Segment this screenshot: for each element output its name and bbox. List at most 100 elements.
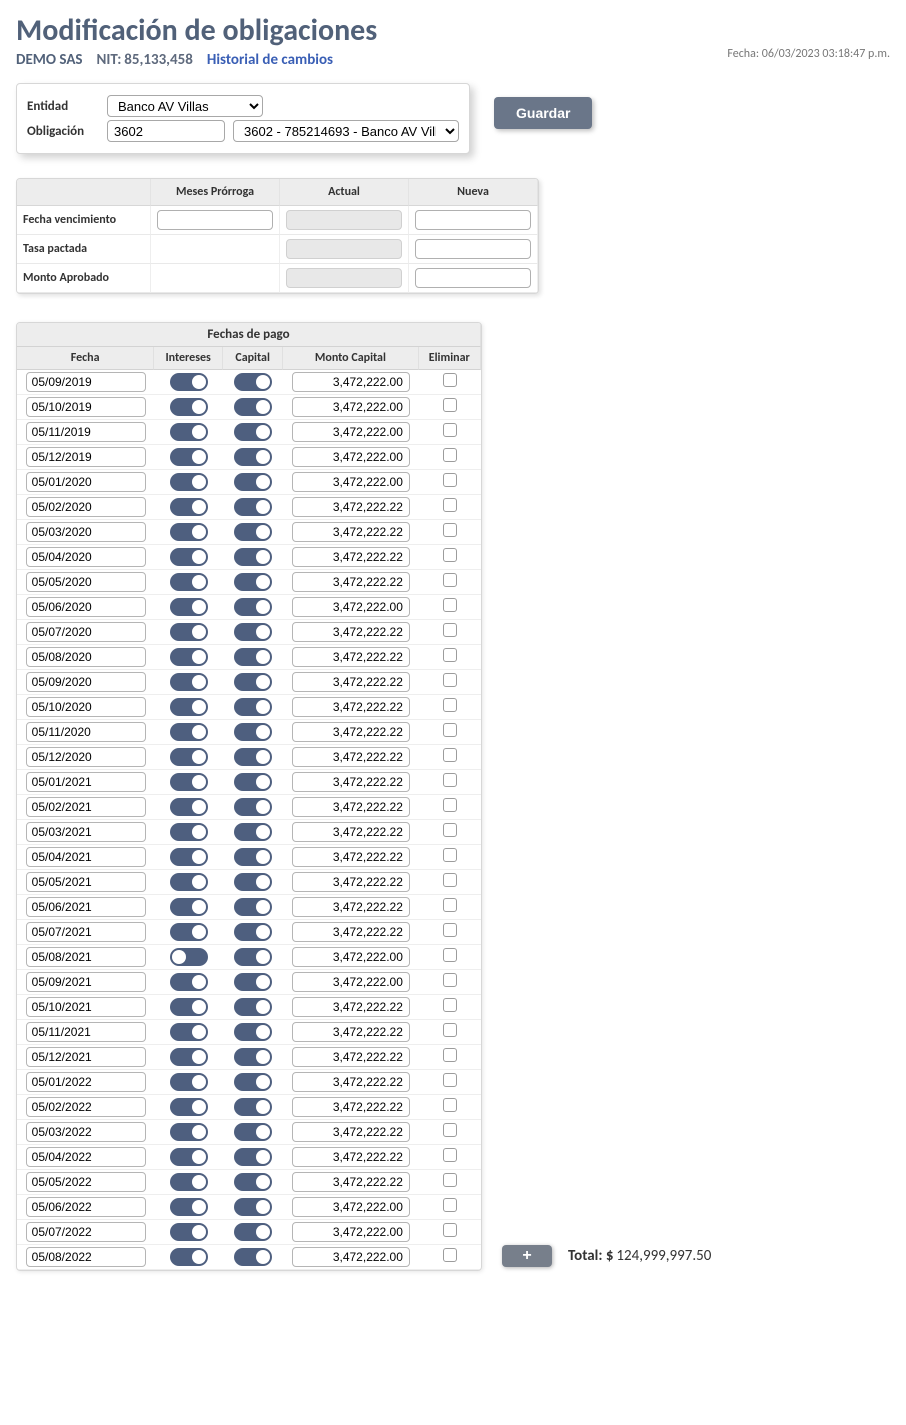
add-row-button[interactable]: + [502,1245,552,1267]
monto-input[interactable] [292,797,410,817]
monto-input[interactable] [292,522,410,542]
intereses-toggle[interactable] [170,1023,208,1041]
pay-date-input[interactable] [26,1172,146,1192]
eliminar-checkbox[interactable] [443,798,457,812]
pay-date-input[interactable] [26,672,146,692]
guardar-button[interactable]: Guardar [494,97,592,129]
monto-input[interactable] [292,922,410,942]
eliminar-checkbox[interactable] [443,1098,457,1112]
monto-input[interactable] [292,847,410,867]
pay-date-input[interactable] [26,772,146,792]
pay-date-input[interactable] [26,1047,146,1067]
monto-input[interactable] [292,1147,410,1167]
eliminar-checkbox[interactable] [443,723,457,737]
eliminar-checkbox[interactable] [443,1248,457,1262]
intereses-toggle[interactable] [170,1223,208,1241]
monto-input[interactable] [292,372,410,392]
pay-date-input[interactable] [26,1222,146,1242]
eliminar-checkbox[interactable] [443,1073,457,1087]
intereses-toggle[interactable] [170,923,208,941]
obligacion-select[interactable]: 3602 - 785214693 - Banco AV Villas [233,120,459,142]
eliminar-checkbox[interactable] [443,923,457,937]
capital-toggle[interactable] [234,748,272,766]
capital-toggle[interactable] [234,1173,272,1191]
monto-input[interactable] [292,1222,410,1242]
pay-date-input[interactable] [26,1147,146,1167]
intereses-toggle[interactable] [170,573,208,591]
eliminar-checkbox[interactable] [443,1148,457,1162]
capital-toggle[interactable] [234,498,272,516]
monto-input[interactable] [292,422,410,442]
eliminar-checkbox[interactable] [443,623,457,637]
pay-date-input[interactable] [26,972,146,992]
intereses-toggle[interactable] [170,1098,208,1116]
capital-toggle[interactable] [234,398,272,416]
eliminar-checkbox[interactable] [443,823,457,837]
capital-toggle[interactable] [234,673,272,691]
eliminar-checkbox[interactable] [443,748,457,762]
pay-date-input[interactable] [26,722,146,742]
pay-date-input[interactable] [26,522,146,542]
monto-input[interactable] [292,722,410,742]
capital-toggle[interactable] [234,1123,272,1141]
intereses-toggle[interactable] [170,1148,208,1166]
intereses-toggle[interactable] [170,898,208,916]
eliminar-checkbox[interactable] [443,548,457,562]
capital-toggle[interactable] [234,898,272,916]
eliminar-checkbox[interactable] [443,898,457,912]
monto-input[interactable] [292,397,410,417]
monto-input[interactable] [292,997,410,1017]
monto-input[interactable] [292,697,410,717]
eliminar-checkbox[interactable] [443,973,457,987]
eliminar-checkbox[interactable] [443,523,457,537]
monto-input[interactable] [292,447,410,467]
monto-input[interactable] [292,1197,410,1217]
pay-date-input[interactable] [26,1097,146,1117]
obligacion-code-input[interactable] [107,120,225,142]
monto-input[interactable] [292,547,410,567]
intereses-toggle[interactable] [170,448,208,466]
capital-toggle[interactable] [234,798,272,816]
intereses-toggle[interactable] [170,873,208,891]
intereses-toggle[interactable] [170,1123,208,1141]
pay-date-input[interactable] [26,872,146,892]
intereses-toggle[interactable] [170,848,208,866]
monto-input[interactable] [292,672,410,692]
capital-toggle[interactable] [234,1198,272,1216]
eliminar-checkbox[interactable] [443,598,457,612]
pay-date-input[interactable] [26,572,146,592]
eliminar-checkbox[interactable] [443,698,457,712]
pay-date-input[interactable] [26,597,146,617]
pay-date-input[interactable] [26,1197,146,1217]
capital-toggle[interactable] [234,873,272,891]
eliminar-checkbox[interactable] [443,1048,457,1062]
capital-toggle[interactable] [234,923,272,941]
monto-input[interactable] [292,972,410,992]
capital-toggle[interactable] [234,1223,272,1241]
capital-toggle[interactable] [234,1098,272,1116]
intereses-toggle[interactable] [170,1198,208,1216]
pay-date-input[interactable] [26,647,146,667]
pay-date-input[interactable] [26,372,146,392]
capital-toggle[interactable] [234,623,272,641]
pay-date-input[interactable] [26,547,146,567]
capital-toggle[interactable] [234,973,272,991]
intereses-toggle[interactable] [170,523,208,541]
intereses-toggle[interactable] [170,673,208,691]
monto-input[interactable] [292,897,410,917]
capital-toggle[interactable] [234,723,272,741]
pay-date-input[interactable] [26,1247,146,1267]
capital-toggle[interactable] [234,473,272,491]
capital-toggle[interactable] [234,848,272,866]
monto-input[interactable] [292,1122,410,1142]
capital-toggle[interactable] [234,698,272,716]
intereses-toggle[interactable] [170,1048,208,1066]
eliminar-checkbox[interactable] [443,948,457,962]
intereses-toggle[interactable] [170,1073,208,1091]
intereses-toggle[interactable] [170,398,208,416]
capital-toggle[interactable] [234,448,272,466]
intereses-toggle[interactable] [170,473,208,491]
intereses-toggle[interactable] [170,798,208,816]
pay-date-input[interactable] [26,497,146,517]
pay-date-input[interactable] [26,947,146,967]
